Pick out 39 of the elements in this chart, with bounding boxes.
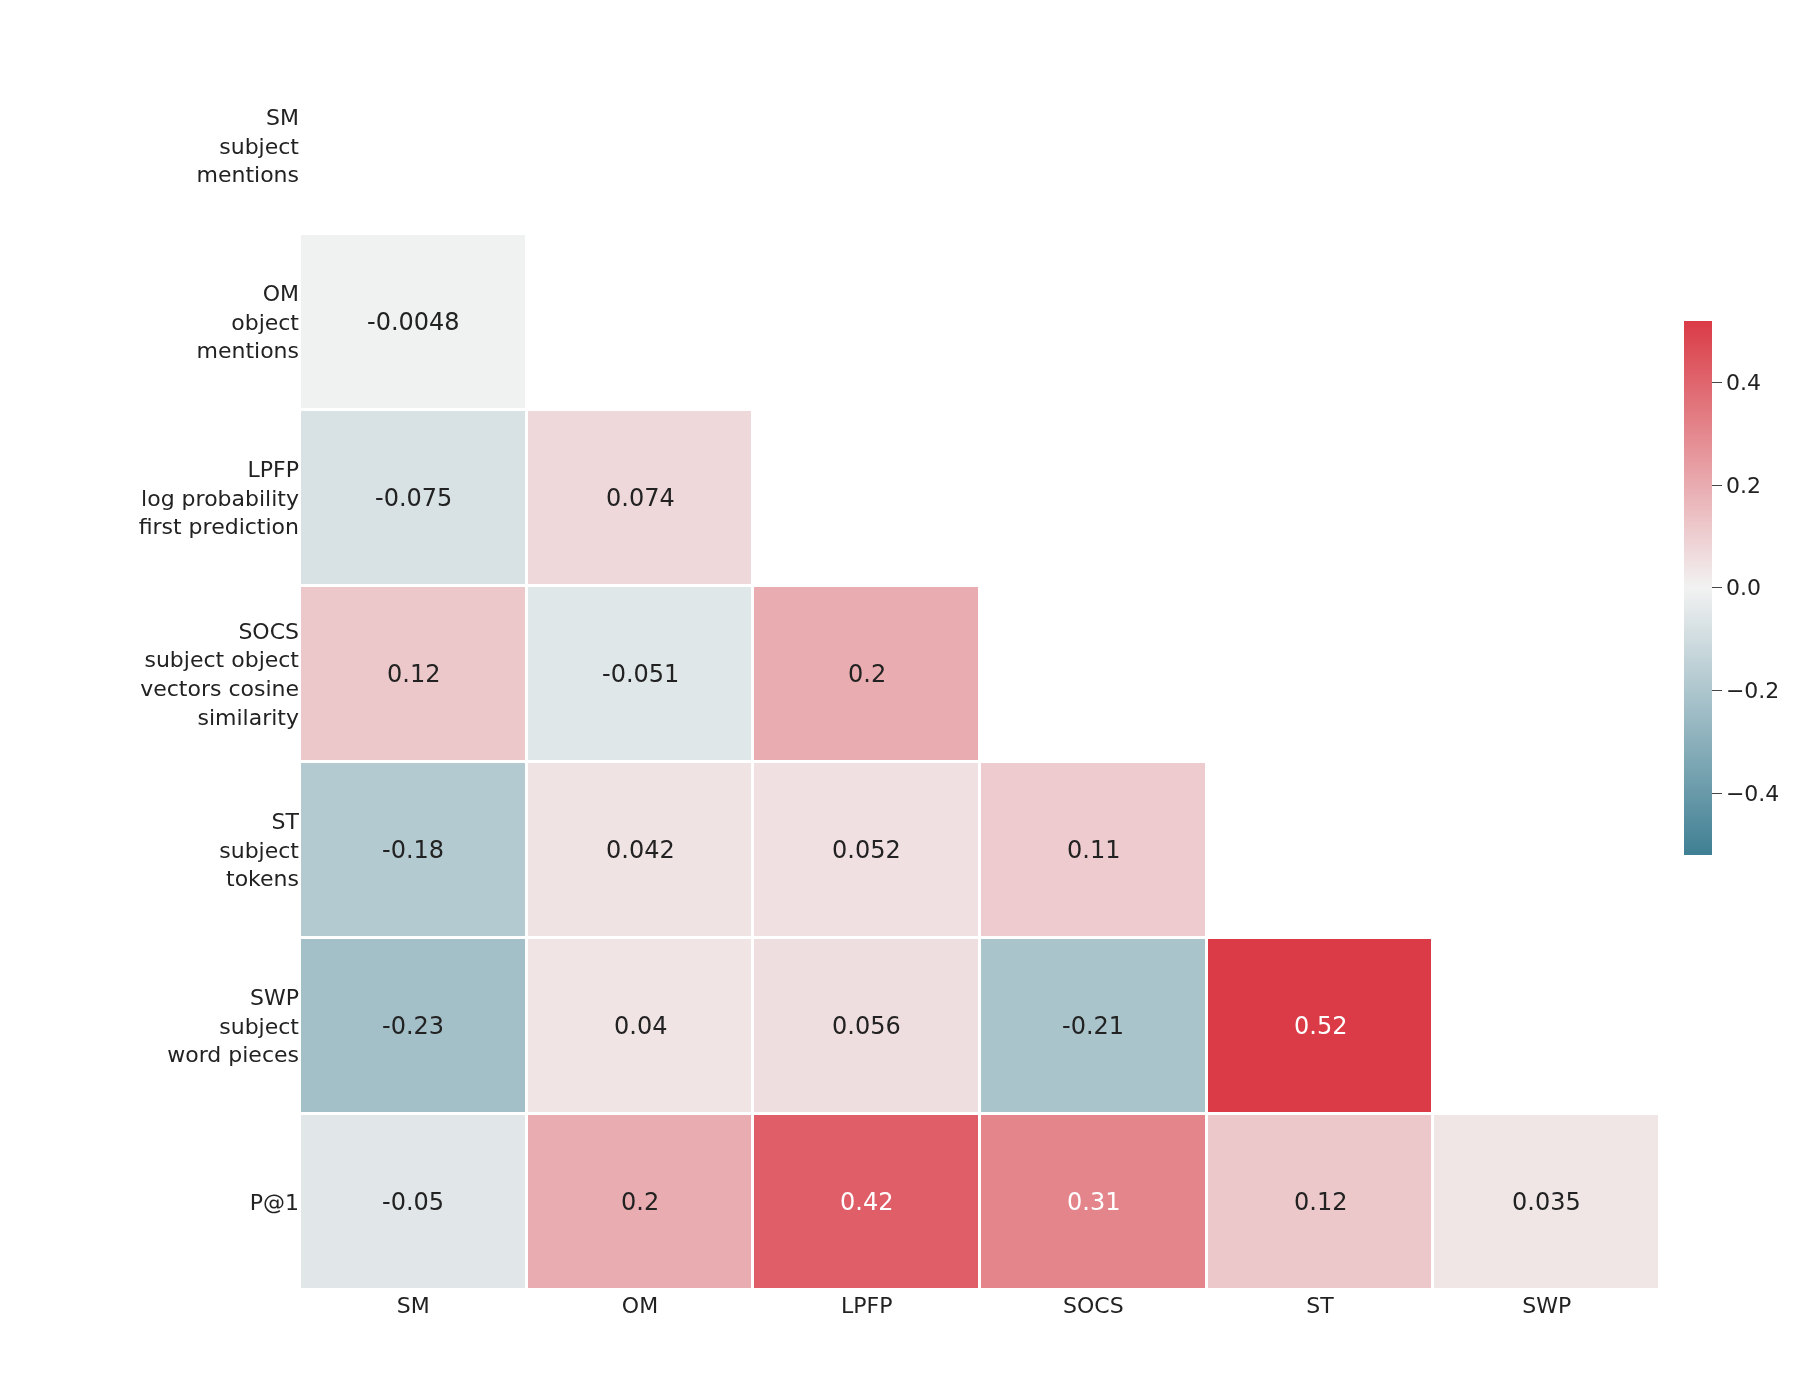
data-label: 0.052 <box>832 836 901 864</box>
y-tick-label: SOCS subject object vectors cosine similarity <box>140 618 300 730</box>
y-tick-label: P@1 <box>249 1189 299 1215</box>
x-tick-label: LPFP <box>840 1293 893 1318</box>
color-bar-label: 0.2 <box>1725 472 1761 498</box>
y-tick-label: SM subject mentions <box>196 105 300 188</box>
data-label: -0.05 <box>382 1188 445 1216</box>
color-bar-label: −0.2 <box>1725 678 1780 704</box>
y-tick-label: OM object mentions <box>196 281 300 364</box>
x-tick-label: OM <box>621 1293 659 1318</box>
data-label: -0.075 <box>375 484 453 512</box>
data-label: 0.2 <box>848 660 887 688</box>
color-bar-label: 0.0 <box>1725 575 1761 601</box>
data-label: -0.21 <box>1062 1012 1125 1040</box>
color-bar-label: −0.4 <box>1725 780 1780 806</box>
color-bar-label: 0.4 <box>1725 370 1761 396</box>
x-tick-label: SM <box>396 1293 430 1318</box>
y-tick-label: LPFP log probability first prediction <box>138 457 299 540</box>
data-label: 0.042 <box>606 836 675 864</box>
y-tick-label: SWP subject word pieces <box>167 985 300 1068</box>
data-label: -0.051 <box>602 660 680 688</box>
data-label: -0.18 <box>382 836 445 864</box>
x-tick-label: SOCS <box>1063 1293 1124 1318</box>
data-label: 0.056 <box>832 1012 901 1040</box>
data-label: 0.12 <box>387 660 441 688</box>
data-label: 0.42 <box>840 1188 894 1216</box>
data-label: 0.52 <box>1294 1012 1348 1040</box>
data-label: 0.31 <box>1067 1188 1121 1216</box>
data-label: 0.2 <box>621 1188 660 1216</box>
data-label: 0.11 <box>1067 836 1121 864</box>
data-label: -0.0048 <box>367 308 460 336</box>
y-tick-label: ST subject tokens <box>219 809 300 892</box>
data-label: 0.074 <box>606 484 675 512</box>
x-tick-label: ST <box>1306 1293 1335 1318</box>
x-tick-label: SWP <box>1522 1293 1572 1318</box>
data-label: 0.12 <box>1294 1188 1348 1216</box>
data-label: 0.04 <box>614 1012 668 1040</box>
data-label: -0.23 <box>382 1012 445 1040</box>
data-label: 0.035 <box>1512 1188 1581 1216</box>
